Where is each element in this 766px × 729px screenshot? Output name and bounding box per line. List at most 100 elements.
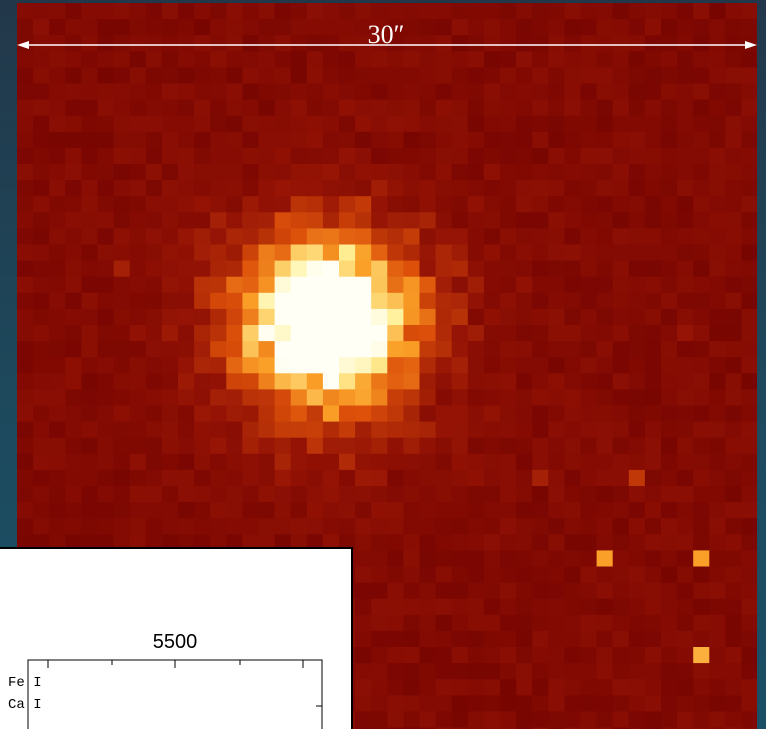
pixel [210, 116, 227, 133]
pixel [516, 164, 533, 181]
pixel [629, 357, 646, 374]
pixel [259, 518, 276, 535]
pixel [452, 100, 469, 117]
pixel [17, 228, 34, 245]
pixel [742, 180, 758, 197]
pixel [436, 534, 453, 551]
pixel [17, 100, 34, 117]
pixel [339, 277, 356, 294]
pixel [742, 19, 758, 36]
pixel [452, 389, 469, 406]
pixel [226, 245, 243, 262]
pixel [307, 422, 324, 439]
pixel [130, 245, 147, 262]
pixel [307, 180, 324, 197]
pixel [661, 212, 678, 229]
pixel [436, 100, 453, 117]
pixel [210, 422, 227, 439]
pixel [581, 679, 598, 696]
pixel [484, 550, 501, 567]
pixel [275, 164, 292, 181]
pixel [484, 422, 501, 439]
pixel [677, 293, 694, 310]
pixel [484, 212, 501, 229]
pixel [645, 631, 662, 648]
pixel [420, 100, 437, 117]
pixel [516, 470, 533, 487]
pixel [146, 277, 163, 294]
pixel [709, 341, 726, 358]
pixel [178, 470, 195, 487]
pixel [613, 180, 630, 197]
pixel [146, 164, 163, 181]
pixel [403, 196, 420, 213]
pixel [81, 277, 98, 294]
pixel [452, 631, 469, 648]
pixel [709, 196, 726, 213]
pixel [291, 148, 308, 165]
pixel [661, 245, 678, 262]
pixel [742, 245, 758, 262]
pixel [500, 3, 517, 20]
pixel [725, 550, 742, 567]
pixel [210, 164, 227, 181]
pixel [178, 51, 195, 68]
pixel [548, 357, 565, 374]
pixel [33, 502, 50, 519]
pixel [387, 679, 404, 696]
pixel [178, 486, 195, 503]
pixel [500, 583, 517, 600]
pixel [677, 35, 694, 52]
pixel [291, 164, 308, 181]
pixel [645, 277, 662, 294]
pixel [33, 470, 50, 487]
pixel [452, 164, 469, 181]
pixel [194, 19, 211, 36]
pixel [420, 631, 437, 648]
pixel [178, 502, 195, 519]
pixel [484, 534, 501, 551]
pixel [17, 341, 34, 358]
pixel [33, 212, 50, 229]
pixel [597, 695, 614, 712]
pixel [581, 84, 598, 101]
pixel [403, 486, 420, 503]
pixel [468, 406, 485, 423]
pixel [291, 389, 308, 406]
pixel [162, 293, 179, 310]
pixel [355, 486, 372, 503]
pixel [709, 261, 726, 278]
pixel [742, 212, 758, 229]
pixel [49, 277, 66, 294]
pixel [420, 212, 437, 229]
pixel [387, 502, 404, 519]
pixel [130, 19, 147, 36]
pixel [484, 228, 501, 245]
pixel [661, 695, 678, 712]
pixel [613, 502, 630, 519]
pixel [98, 486, 115, 503]
pixel [725, 438, 742, 455]
pixel [65, 357, 82, 374]
pixel [581, 228, 598, 245]
pixel [725, 261, 742, 278]
pixel [178, 35, 195, 52]
pixel [564, 631, 581, 648]
pixel [114, 196, 131, 213]
pixel [65, 245, 82, 262]
pixel [307, 357, 324, 374]
pixel [420, 196, 437, 213]
pixel [210, 486, 227, 503]
pixel [564, 583, 581, 600]
pixel [194, 325, 211, 342]
pixel [291, 261, 308, 278]
pixel [339, 357, 356, 374]
pixel [130, 148, 147, 165]
pixel [339, 389, 356, 406]
pixel [709, 51, 726, 68]
pixel [581, 599, 598, 616]
pixel [693, 100, 710, 117]
pixel [130, 164, 147, 181]
pixel [468, 212, 485, 229]
pixel [210, 357, 227, 374]
